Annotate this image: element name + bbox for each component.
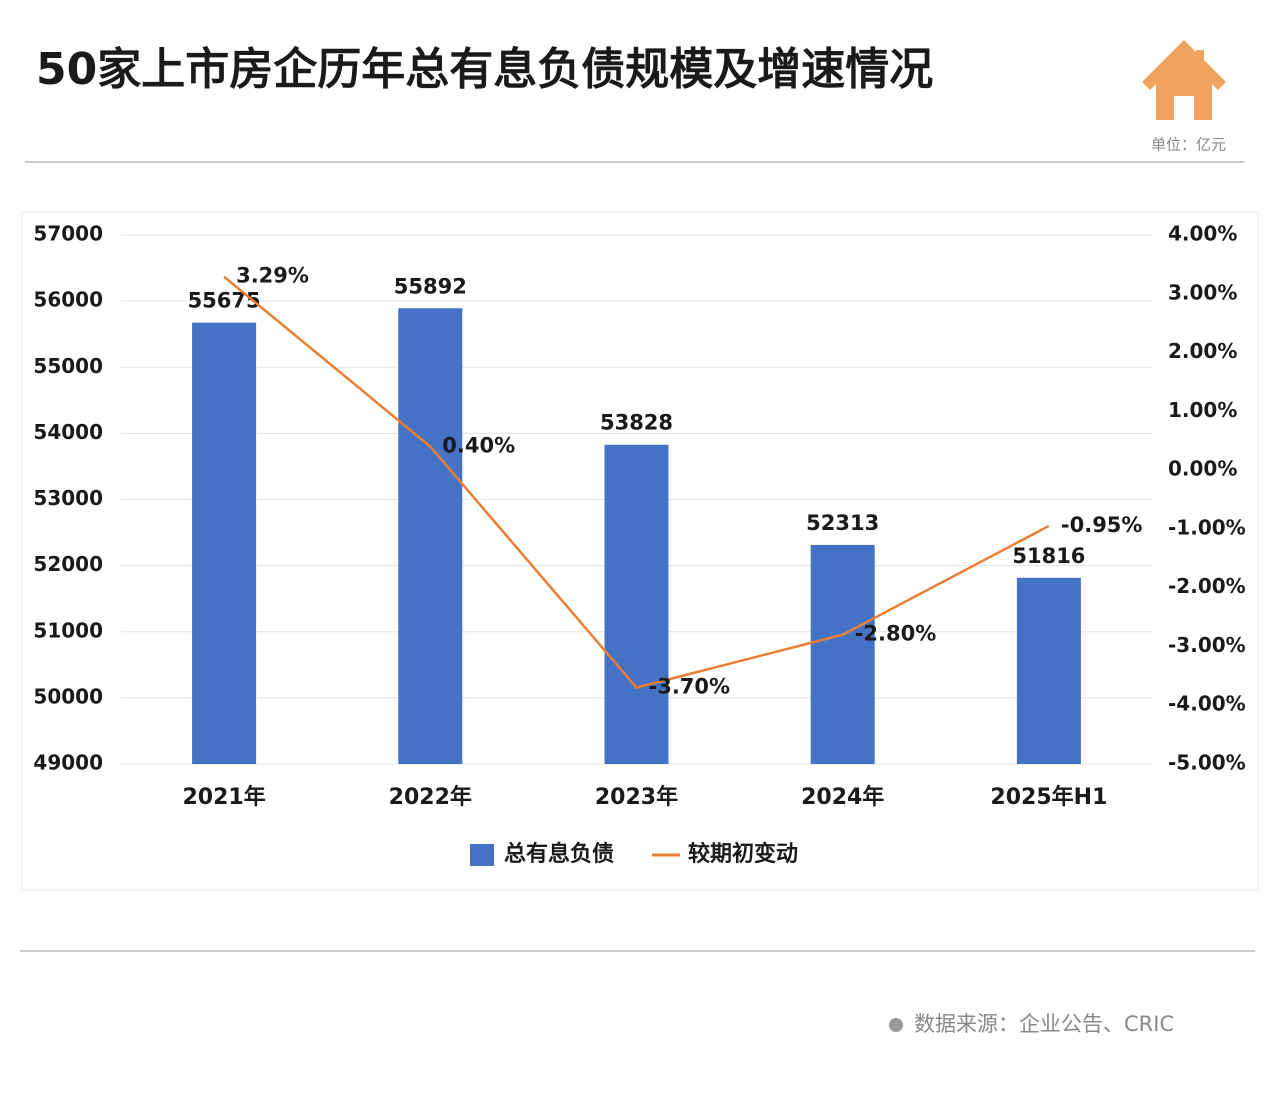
bar-value-label: 51816 — [1012, 544, 1085, 568]
line-value-label: -2.80% — [855, 622, 937, 646]
y2-tick-label: -5.00% — [1168, 751, 1246, 775]
legend-label: 总有息负债 — [504, 841, 614, 867]
y-tick-label: 50000 — [33, 684, 103, 708]
x-tick-label: 2022年 — [389, 784, 472, 810]
bar-value-label: 52313 — [806, 511, 879, 535]
chart-frame — [21, 211, 1259, 891]
legend-swatch — [470, 844, 494, 866]
y2-tick-label: -3.00% — [1168, 633, 1246, 657]
y2-tick-label: 1.00% — [1168, 398, 1237, 422]
bar — [604, 444, 669, 764]
line-value-label: 0.40% — [442, 434, 515, 458]
y-tick-label: 52000 — [33, 552, 103, 576]
bar — [192, 322, 257, 764]
y-tick-label: 57000 — [33, 222, 103, 246]
bar — [810, 544, 875, 764]
y2-tick-label: -4.00% — [1168, 692, 1246, 716]
bar — [398, 308, 463, 764]
line-value-label: -3.70% — [649, 675, 731, 699]
x-tick-label: 2025年H1 — [990, 784, 1107, 810]
y-tick-label: 55000 — [33, 354, 103, 378]
x-tick-label: 2024年 — [801, 784, 884, 810]
line-value-label: 3.29% — [236, 264, 309, 288]
source-bullet — [889, 1018, 903, 1032]
chart-title: 50家上市房企历年总有息负债规模及增速情况 — [36, 44, 933, 95]
y2-tick-label: 4.00% — [1168, 222, 1237, 246]
legend-label: 较期初变动 — [688, 841, 798, 867]
y-tick-label: 49000 — [33, 751, 103, 775]
y2-tick-label: 2.00% — [1168, 339, 1237, 363]
y2-tick-label: 0.00% — [1168, 457, 1237, 481]
x-tick-label: 2023年 — [595, 784, 678, 810]
line-value-label: -0.95% — [1061, 513, 1143, 537]
bar-value-label: 53828 — [600, 411, 673, 435]
y2-tick-label: -2.00% — [1168, 574, 1246, 598]
bar-value-label: 55892 — [394, 274, 467, 298]
y2-tick-label: -1.00% — [1168, 515, 1246, 539]
bar-value-label: 55675 — [188, 289, 261, 313]
bar — [1016, 577, 1081, 764]
line — [223, 275, 1050, 689]
y-tick-label: 54000 — [33, 420, 103, 444]
y2-tick-label: 3.00% — [1168, 280, 1237, 304]
source-text: 数据来源：企业公告、CRIC — [914, 1012, 1174, 1036]
y-tick-label: 53000 — [33, 486, 103, 510]
y-tick-label: 56000 — [33, 288, 103, 312]
unit-label: 单位：亿元 — [1151, 136, 1226, 154]
house-icon — [1142, 40, 1226, 120]
x-tick-label: 2021年 — [182, 784, 265, 810]
y-tick-label: 51000 — [33, 618, 103, 642]
